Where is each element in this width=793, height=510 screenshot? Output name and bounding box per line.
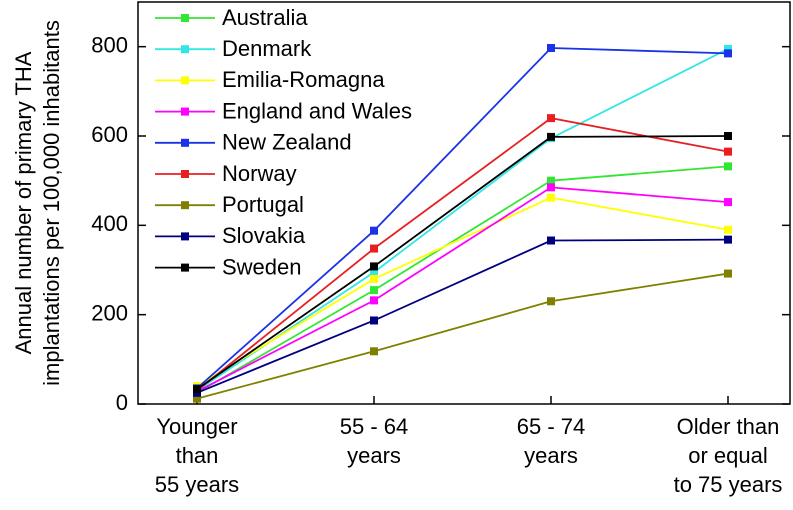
legend-label: Portugal	[222, 192, 304, 217]
legend-marker	[181, 170, 189, 178]
y-tick-label: 600	[91, 122, 128, 147]
point	[724, 198, 732, 207]
point	[547, 193, 555, 202]
point	[724, 162, 732, 171]
y-tick-label: 400	[91, 211, 128, 236]
y-axis-label: Annual number of primary THA implantatio…	[11, 20, 64, 386]
series-line	[196, 47, 729, 390]
series-line	[196, 165, 729, 394]
point	[724, 132, 732, 140]
point	[193, 394, 201, 403]
point	[724, 49, 732, 58]
legend-marker	[181, 201, 189, 210]
point	[724, 44, 732, 53]
series-line	[196, 48, 729, 392]
point	[370, 347, 378, 356]
legend-marker	[181, 107, 189, 116]
legend-marker	[181, 45, 189, 54]
legend-marker	[181, 232, 189, 241]
legend-label: Slovakia	[222, 223, 306, 248]
point	[547, 183, 555, 192]
legend-label: Australia	[222, 5, 308, 30]
series-line	[196, 135, 729, 390]
point	[724, 235, 732, 244]
point	[547, 297, 555, 306]
y-tick-label: 0	[116, 390, 128, 415]
series-line	[196, 272, 729, 400]
series-line	[196, 238, 729, 394]
legend-marker	[181, 14, 189, 22]
point	[370, 316, 378, 325]
legend-label: Denmark	[222, 36, 312, 61]
point	[370, 274, 378, 283]
point	[724, 269, 732, 278]
legend-marker	[181, 263, 189, 272]
point	[724, 225, 732, 234]
point	[547, 132, 555, 141]
legend-label: Emilia-Romagna	[222, 67, 385, 92]
legend-marker	[181, 138, 189, 147]
point	[370, 262, 378, 271]
series-line	[196, 196, 729, 387]
y-tick-label: 800	[91, 32, 128, 57]
point	[370, 244, 378, 253]
point	[370, 286, 378, 295]
point	[193, 385, 201, 394]
legend-marker	[181, 76, 189, 85]
point	[370, 268, 378, 277]
legend-label: Sweden	[222, 254, 302, 279]
point	[547, 176, 555, 185]
point	[370, 296, 378, 305]
x-tick-label: 65 - 74 years	[516, 414, 586, 468]
x-tick-label: 55 - 64 years	[339, 414, 409, 468]
legend-label: Norway	[222, 161, 297, 186]
legend-label: England and Wales	[222, 98, 412, 123]
series-line	[196, 117, 729, 392]
plot-frame	[137, 1, 791, 405]
point	[547, 114, 555, 123]
point	[547, 236, 555, 245]
x-tick-label: Older than or equal to 75 years	[673, 414, 783, 497]
point	[724, 147, 732, 156]
x-tick-label: Younger than 55 years	[154, 414, 240, 497]
y-tick-label: 200	[91, 300, 128, 325]
legend-label: New Zealand	[222, 130, 352, 155]
point	[370, 226, 378, 235]
series-line	[196, 186, 729, 393]
point	[547, 44, 555, 53]
